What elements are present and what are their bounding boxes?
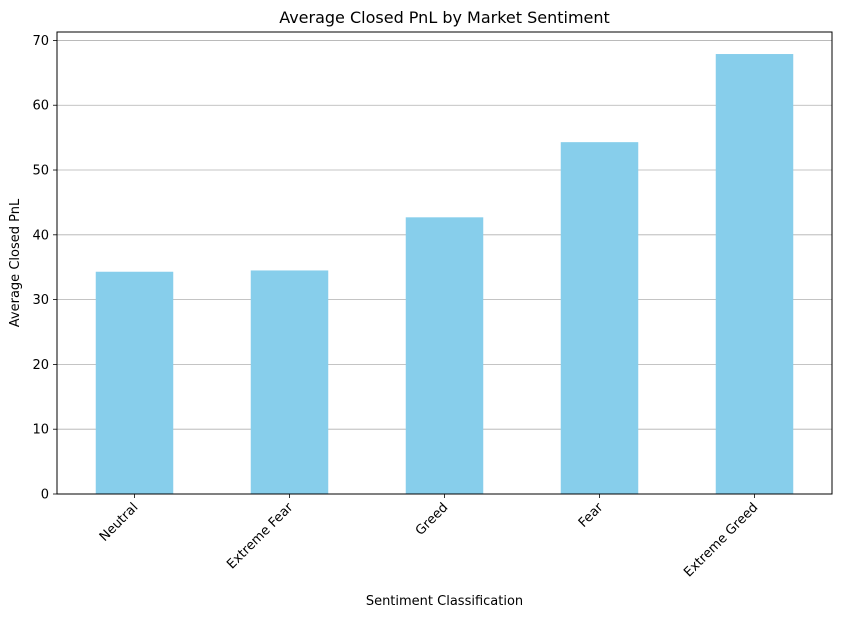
x-axis-title: Sentiment Classification xyxy=(366,594,523,609)
chart-title: Average Closed PnL by Market Sentiment xyxy=(279,8,610,27)
x-tick-label: Neutral xyxy=(97,500,142,545)
y-tick-label: 40 xyxy=(32,228,49,243)
bars xyxy=(95,54,794,495)
x-tick-label: Greed xyxy=(413,500,451,538)
y-tick-label: 0 xyxy=(41,488,49,503)
bar-extreme-greed xyxy=(715,54,794,495)
x-tick-label: Extreme Greed xyxy=(681,500,761,580)
bar-neutral xyxy=(95,271,174,494)
x-axis: Neutral Extreme Fear Greed Fear Extreme Gree… xyxy=(97,494,761,580)
y-tick-label: 50 xyxy=(32,164,49,179)
bar-greed xyxy=(405,217,484,495)
y-axis: 0 10 20 30 40 50 60 70 xyxy=(32,34,57,503)
y-tick-label: 10 xyxy=(32,423,49,438)
x-tick-label: Extreme Fear xyxy=(224,500,297,573)
y-axis-title: Average Closed PnL xyxy=(8,198,23,327)
y-tick-label: 70 xyxy=(32,34,49,49)
y-tick-label: 20 xyxy=(32,358,49,373)
bar-extreme-fear xyxy=(250,270,329,494)
x-tick-label: Fear xyxy=(576,500,607,531)
bar-fear xyxy=(560,142,639,494)
y-tick-label: 60 xyxy=(32,99,49,114)
y-tick-label: 30 xyxy=(32,293,49,308)
